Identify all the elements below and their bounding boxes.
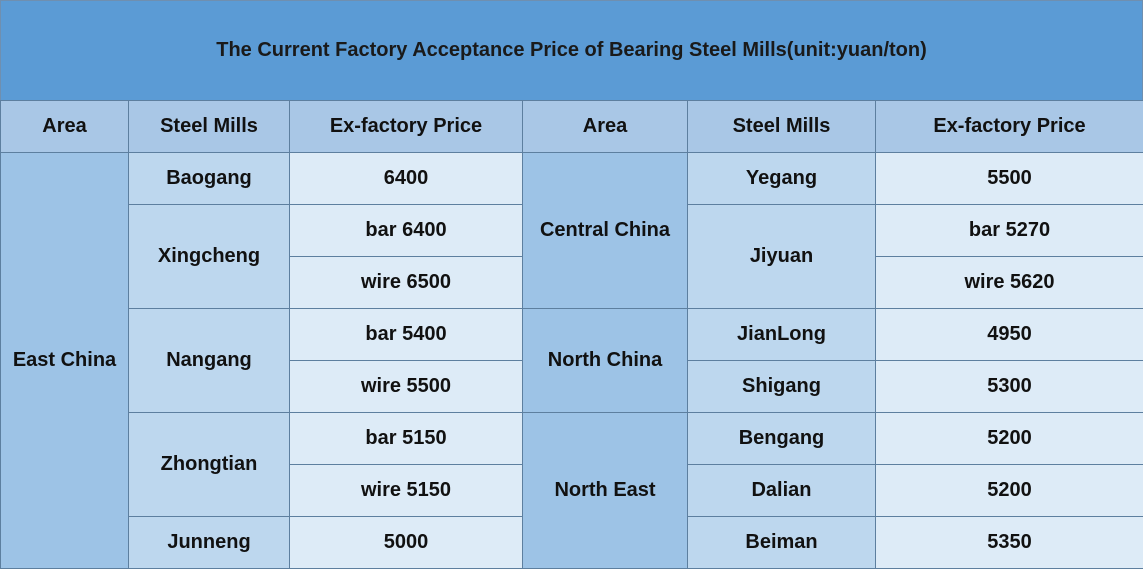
mill-cell: Xingcheng (129, 205, 290, 309)
area-cell: North China (523, 309, 688, 413)
price-cell: 5000 (290, 517, 523, 569)
header-mills-left: Steel Mills (129, 101, 290, 153)
mill-cell: Zhongtian (129, 413, 290, 517)
mill-cell: Jiyuan (688, 205, 876, 309)
mill-cell: Beiman (688, 517, 876, 569)
price-cell: 5500 (876, 153, 1143, 205)
price-cell: wire 5150 (290, 465, 523, 517)
header-area-right: Area (523, 101, 688, 153)
area-cell: East China (1, 153, 129, 569)
price-cell: wire 5620 (876, 257, 1143, 309)
mill-cell: Dalian (688, 465, 876, 517)
price-cell: bar 5400 (290, 309, 523, 361)
price-cell: bar 5270 (876, 205, 1143, 257)
header-price-right: Ex-factory Price (876, 101, 1143, 153)
price-cell: 5200 (876, 465, 1143, 517)
price-cell: bar 5150 (290, 413, 523, 465)
price-cell: 6400 (290, 153, 523, 205)
price-cell: wire 5500 (290, 361, 523, 413)
mill-cell: Yegang (688, 153, 876, 205)
table-row: Zhongtian bar 5150 North East Bengang 52… (1, 413, 1143, 465)
mill-cell: Bengang (688, 413, 876, 465)
table-title: The Current Factory Acceptance Price of … (0, 0, 1143, 101)
mill-cell: Junneng (129, 517, 290, 569)
mill-cell: Shigang (688, 361, 876, 413)
header-price-left: Ex-factory Price (290, 101, 523, 153)
mill-cell: Nangang (129, 309, 290, 413)
mill-cell: JianLong (688, 309, 876, 361)
table-row: Nangang bar 5400 North China JianLong 49… (1, 309, 1143, 361)
header-row: Area Steel Mills Ex-factory Price Area S… (1, 101, 1143, 153)
area-cell: North East (523, 413, 688, 569)
price-cell: 5200 (876, 413, 1143, 465)
area-cell: Central China (523, 153, 688, 309)
header-mills-right: Steel Mills (688, 101, 876, 153)
header-area-left: Area (1, 101, 129, 153)
table-row: East China Baogang 6400 Central China Ye… (1, 153, 1143, 205)
price-cell: 4950 (876, 309, 1143, 361)
price-table: Area Steel Mills Ex-factory Price Area S… (0, 100, 1143, 569)
price-cell: wire 6500 (290, 257, 523, 309)
price-cell: bar 6400 (290, 205, 523, 257)
price-cell: 5300 (876, 361, 1143, 413)
price-cell: 5350 (876, 517, 1143, 569)
mill-cell: Baogang (129, 153, 290, 205)
